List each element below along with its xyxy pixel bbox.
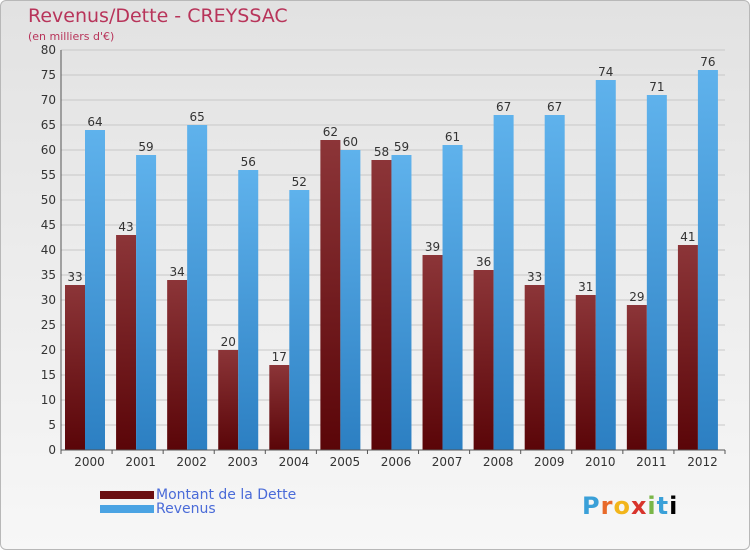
bar-revenus: [238, 170, 259, 450]
legend-label-dette: Montant de la Dette: [156, 487, 297, 503]
legend-swatch-dette: [100, 491, 154, 499]
x-tick-label: 2004: [279, 455, 310, 469]
x-tick-label: 2007: [432, 455, 463, 469]
y-tick-label: 65: [41, 118, 56, 132]
data-label-revenus: 59: [394, 140, 409, 154]
data-label-dette: 31: [578, 280, 593, 294]
data-label-dette: 62: [323, 125, 338, 139]
data-label-revenus: 65: [190, 110, 205, 124]
bar-revenus: [136, 155, 157, 450]
y-tick-label: 15: [41, 368, 56, 382]
bar-revenus: [391, 155, 412, 450]
data-label-revenus: 59: [138, 140, 153, 154]
legend-label-revenus: Revenus: [156, 501, 216, 517]
data-label-dette: 29: [629, 290, 644, 304]
bar-dette: [218, 350, 239, 450]
proxiti-logo: Proxiti: [582, 492, 679, 520]
bar-dette: [116, 235, 137, 450]
bar-dette: [524, 285, 545, 450]
chart-subtitle: (en milliers d'€): [28, 30, 115, 43]
data-label-dette: 20: [221, 335, 236, 349]
bar-dette: [575, 295, 596, 450]
bar-revenus: [595, 80, 616, 450]
bar-dette: [65, 285, 85, 450]
bar-revenus: [646, 95, 667, 450]
data-label-dette: 33: [67, 270, 82, 284]
legend-item-revenus: Revenus: [100, 501, 216, 517]
data-label-revenus: 61: [445, 130, 460, 144]
x-tick-label: 2003: [227, 455, 258, 469]
bar-dette: [167, 280, 188, 450]
bar-dette: [269, 365, 290, 450]
x-tick-label: 2011: [636, 455, 667, 469]
y-tick-label: 70: [41, 93, 56, 107]
x-tick-label: 2010: [585, 455, 616, 469]
data-label-dette: 43: [118, 220, 133, 234]
y-tick-label: 60: [41, 143, 56, 157]
bar-dette: [626, 305, 647, 450]
x-tick-label: 2006: [381, 455, 412, 469]
y-tick-label: 20: [41, 343, 56, 357]
y-tick-label: 35: [41, 268, 56, 282]
bar-revenus: [289, 190, 310, 450]
data-label-dette: 39: [425, 240, 440, 254]
bar-revenus: [85, 130, 105, 450]
bar-revenus: [442, 145, 463, 450]
bar-revenus: [340, 150, 361, 450]
data-label-revenus: 71: [649, 80, 664, 94]
data-label-revenus: 56: [241, 155, 256, 169]
data-label-revenus: 76: [700, 55, 715, 69]
bar-dette: [677, 245, 698, 450]
legend-item-dette: Montant de la Dette: [100, 487, 297, 503]
x-tick-label: 2009: [534, 455, 565, 469]
y-tick-label: 0: [48, 443, 56, 457]
bar-revenus: [697, 70, 718, 450]
y-tick-label: 40: [41, 243, 56, 257]
bar-revenus: [544, 115, 565, 450]
x-tick-label: 2000: [74, 455, 105, 469]
data-label-revenus: 67: [547, 100, 562, 114]
x-tick-label: 2012: [687, 455, 718, 469]
bar-dette: [320, 140, 341, 450]
x-tick-label: 2001: [125, 455, 156, 469]
bar-revenus: [187, 125, 208, 450]
bar-dette: [473, 270, 494, 450]
legend-swatch-revenus: [100, 505, 154, 513]
y-tick-label: 25: [41, 318, 56, 332]
data-label-dette: 17: [272, 350, 287, 364]
data-label-revenus: 64: [87, 115, 102, 129]
data-label-revenus: 67: [496, 100, 511, 114]
data-label-revenus: 74: [598, 65, 613, 79]
x-tick-label: 2005: [330, 455, 361, 469]
y-tick-label: 5: [48, 418, 56, 432]
y-tick-label: 30: [41, 293, 56, 307]
data-label-dette: 58: [374, 145, 389, 159]
data-label-dette: 41: [680, 230, 695, 244]
bar-dette: [371, 160, 392, 450]
y-tick-label: 55: [41, 168, 56, 182]
data-label-dette: 36: [476, 255, 491, 269]
data-label-dette: 33: [527, 270, 542, 284]
bar-revenus: [493, 115, 514, 450]
data-label-revenus: 60: [343, 135, 358, 149]
y-tick-label: 50: [41, 193, 56, 207]
y-tick-label: 75: [41, 68, 56, 82]
chart-title: Revenus/Dette - CREYSSAC: [28, 5, 288, 27]
y-tick-label: 10: [41, 393, 56, 407]
x-tick-label: 2002: [176, 455, 207, 469]
y-tick-label: 80: [41, 43, 56, 57]
y-tick-label: 45: [41, 218, 56, 232]
data-label-revenus: 52: [292, 175, 307, 189]
x-tick-label: 2008: [483, 455, 514, 469]
data-label-dette: 34: [170, 265, 185, 279]
bar-dette: [422, 255, 443, 450]
